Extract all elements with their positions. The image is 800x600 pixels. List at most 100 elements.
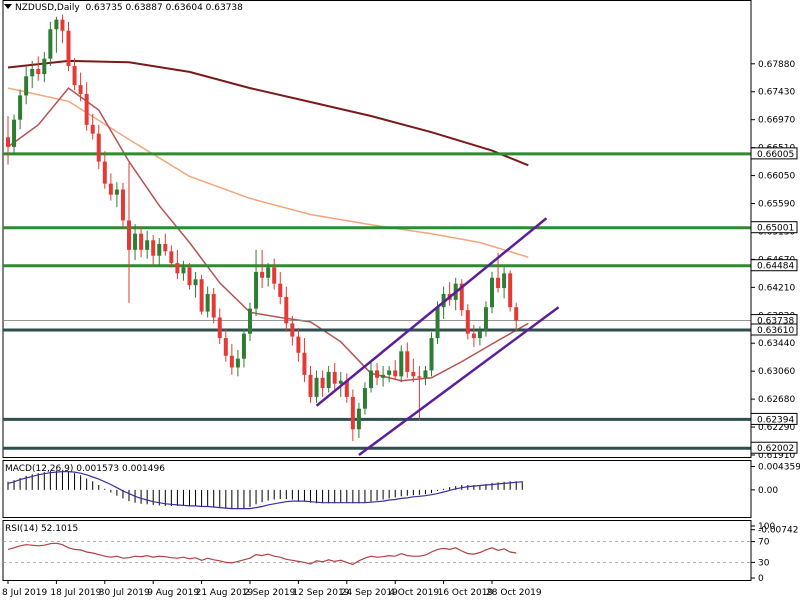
candle-body	[502, 273, 507, 289]
x-tick-label: 30 Jul 2019	[99, 588, 150, 598]
candle-body	[139, 233, 144, 250]
candle-body	[320, 377, 325, 389]
x-tick-label: 21 Aug 2019	[196, 588, 254, 598]
candle-body	[314, 377, 319, 397]
candle-body	[223, 338, 228, 356]
candle-body	[133, 233, 138, 250]
macd-signal-line	[7, 471, 523, 510]
candle-body	[459, 283, 464, 311]
dropdown-triangle-icon[interactable]	[4, 4, 12, 9]
main-y-tick-label: 0.66970	[758, 116, 795, 126]
macd-title: MACD(12,26,9) 0.001573 0.001496	[5, 464, 165, 474]
candle-body	[369, 370, 373, 389]
candle-body	[199, 279, 204, 312]
rsi-y-tick-label: 100	[758, 522, 775, 532]
candle-body	[272, 267, 277, 284]
candle-body	[471, 333, 476, 339]
rsi-y-tick-label: 30	[758, 558, 770, 568]
candle-body	[235, 358, 240, 368]
candle-body	[151, 240, 156, 256]
candle-body	[496, 277, 501, 289]
candle-body	[241, 333, 246, 359]
candle-body	[108, 183, 113, 195]
candle-body	[60, 19, 65, 31]
main-y-tick-label: 0.67880	[758, 60, 795, 70]
x-tick-label: 16 Oct 2019	[438, 588, 494, 598]
level-label: 0.64484	[757, 262, 794, 272]
level-label-box	[750, 259, 798, 272]
macd-y-tick-label: 0.00	[758, 486, 778, 496]
level-label-box	[750, 441, 798, 454]
candle-body	[417, 376, 422, 378]
level-label: 0.65001	[757, 224, 794, 234]
sma_short-line	[7, 87, 529, 382]
rsi-y-tick-label: 70	[758, 538, 770, 548]
candle-body	[120, 189, 125, 221]
main-y-tick-label: 0.65590	[758, 200, 795, 210]
main-y-tick-label: 0.63060	[758, 367, 795, 377]
candle-body	[266, 267, 271, 278]
candle-body	[308, 374, 313, 397]
candle-body	[284, 296, 289, 324]
x-tick-label: 28 Oct 2019	[486, 588, 542, 598]
candle-body	[332, 371, 337, 384]
macd-y-tick-label: -0.00742	[758, 526, 798, 536]
candle-body	[12, 119, 17, 147]
candle-body	[72, 66, 77, 86]
candle-body	[248, 308, 252, 334]
candle-body	[465, 310, 470, 334]
x-tick-label: 12 Sep 2019	[292, 588, 349, 598]
candle-body	[260, 271, 265, 278]
candle-body	[211, 293, 216, 318]
channel-line	[358, 306, 560, 457]
level-label: 0.62394	[757, 415, 794, 425]
candle-body	[18, 95, 23, 120]
rsi-line	[7, 542, 517, 566]
candle-body	[217, 317, 222, 339]
candle-body	[290, 323, 295, 337]
candle-body	[24, 76, 29, 96]
main-y-tick-label: 0.62290	[758, 423, 795, 433]
level-label: 0.63610	[757, 326, 794, 336]
candle-body	[254, 271, 259, 309]
symbol-label: NZDUSD,Daily	[15, 3, 80, 13]
candle-body	[181, 267, 186, 274]
candle-body	[356, 408, 361, 430]
candle-body	[163, 243, 168, 252]
candle-body	[145, 240, 150, 250]
x-tick-label: 4 Oct 2019	[389, 588, 439, 598]
chart-header: NZDUSD,Daily 0.63735 0.63887 0.63604 0.6…	[4, 3, 243, 13]
x-tick-label: 2 Sep 2019	[244, 588, 296, 598]
candle-body	[362, 388, 367, 409]
ohlc-values: 0.63735 0.63887 0.63604 0.63738	[85, 3, 243, 13]
price-label: 0.63738	[757, 317, 794, 327]
candle-body	[423, 370, 428, 378]
candle-body	[90, 124, 95, 134]
level-label: 0.62002	[757, 444, 794, 454]
x-tick-label: 8 Jul 2019	[2, 588, 47, 598]
sma_long-line	[7, 59, 529, 167]
candle-body	[78, 85, 83, 94]
candle-body	[399, 351, 404, 377]
main-y-tick-label: 0.61910	[758, 451, 795, 461]
rsi-panel-frame	[2, 520, 752, 581]
main-y-tick-label: 0.62680	[758, 395, 795, 405]
level-label-box	[750, 323, 798, 336]
candle-body	[302, 352, 307, 375]
level-label: 0.66005	[757, 150, 794, 160]
candle-body	[387, 370, 392, 375]
candle-body	[157, 243, 162, 256]
candle-body	[405, 351, 410, 372]
candle-body	[30, 68, 35, 77]
main-y-tick-label: 0.64210	[758, 283, 795, 293]
candle-body	[375, 370, 380, 378]
x-tick-label: 24 Sep 2019	[341, 588, 398, 598]
main-y-tick-label: 0.63440	[758, 339, 795, 349]
candle-body	[381, 374, 386, 378]
level-label-box	[750, 147, 798, 160]
candle-body	[187, 267, 192, 286]
rsi-title: RSI(14) 52.1015	[5, 524, 79, 534]
main-y-tick-label: 0.66050	[758, 172, 795, 182]
level-label-box	[750, 412, 798, 425]
